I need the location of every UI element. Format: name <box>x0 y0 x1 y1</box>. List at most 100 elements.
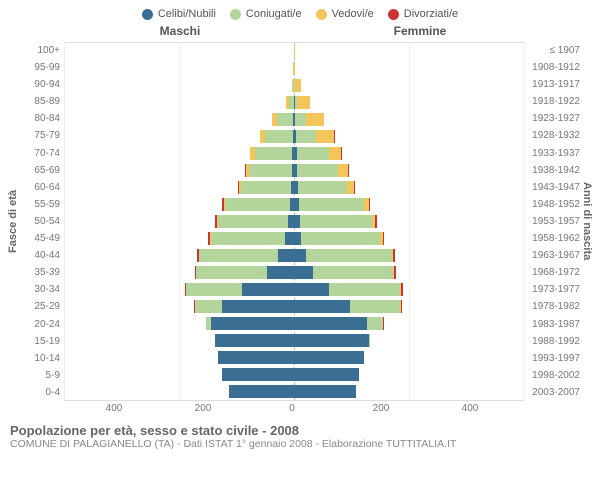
bar-segment <box>383 232 385 245</box>
bar-segment <box>294 62 295 75</box>
male-side <box>64 317 294 330</box>
year-label: 1923-1927 <box>524 110 580 127</box>
bar-row <box>64 349 524 366</box>
age-label: 80-84 <box>20 110 60 127</box>
x-tick: 400 <box>462 403 479 414</box>
female-side <box>294 130 524 143</box>
bar-segment <box>222 368 294 381</box>
bar-row <box>64 77 524 94</box>
year-label: 1963-1967 <box>524 247 580 264</box>
age-label: 90-94 <box>20 76 60 93</box>
bar-segment <box>394 266 396 279</box>
bar-segment <box>296 130 316 143</box>
year-label: 1913-1917 <box>524 76 580 93</box>
bar-segment <box>329 283 401 296</box>
bar-segment <box>229 385 294 398</box>
chart-title: Popolazione per età, sesso e stato civil… <box>10 423 590 438</box>
year-label: 1953-1957 <box>524 213 580 230</box>
bar-segment <box>225 198 290 211</box>
female-side <box>294 300 524 313</box>
year-label: 1943-1947 <box>524 179 580 196</box>
bar-segment <box>313 266 394 279</box>
bar-segment <box>299 198 364 211</box>
bar-segment <box>211 317 294 330</box>
bar-segment <box>277 113 293 126</box>
female-side <box>294 368 524 381</box>
bar-row <box>64 247 524 264</box>
age-label: 25-29 <box>20 298 60 315</box>
bar-segment <box>350 300 400 313</box>
year-label: 1908-1912 <box>524 59 580 76</box>
bar-segment <box>294 317 367 330</box>
legend-label: Vedovi/e <box>332 8 374 20</box>
bar-segment <box>348 164 349 177</box>
age-label: 95-99 <box>20 59 60 76</box>
bar-row <box>64 145 524 162</box>
age-label: 35-39 <box>20 264 60 281</box>
legend-label: Coniugati/e <box>246 8 302 20</box>
male-side <box>64 283 294 296</box>
bar-row <box>64 332 524 349</box>
female-side <box>294 334 524 347</box>
bar-segment <box>301 232 380 245</box>
male-side <box>64 181 294 194</box>
male-side <box>64 96 294 109</box>
bar-row <box>64 281 524 298</box>
bar-segment <box>222 300 294 313</box>
male-side <box>64 300 294 313</box>
year-label: 1993-1997 <box>524 350 580 367</box>
bar-segment <box>294 368 359 381</box>
male-side <box>64 45 294 58</box>
bar-segment <box>295 113 305 126</box>
female-side <box>294 62 524 75</box>
bar-segment <box>341 147 342 160</box>
age-label: 60-64 <box>20 179 60 196</box>
header-female: Femmine <box>300 24 540 38</box>
bar-segment <box>249 164 292 177</box>
male-side <box>64 79 294 92</box>
x-axis: 4002000200400 <box>0 403 600 417</box>
chart-subtitle: COMUNE DI PALAGIANELLO (TA) - Dati ISTAT… <box>10 438 590 450</box>
bar-segment <box>255 147 292 160</box>
legend-item: Coniugati/e <box>230 8 302 20</box>
birth-year-axis: ≤ 19071908-19121913-19171918-19221923-19… <box>524 42 580 401</box>
male-side <box>64 113 294 126</box>
male-side <box>64 351 294 364</box>
age-label: 30-34 <box>20 281 60 298</box>
age-label: 15-19 <box>20 333 60 350</box>
bar-segment <box>186 283 242 296</box>
female-side <box>294 249 524 262</box>
female-side <box>294 317 524 330</box>
bar-row <box>64 128 524 145</box>
column-headers: Maschi Femmine <box>0 24 600 42</box>
male-side <box>64 215 294 228</box>
legend-item: Vedovi/e <box>316 8 374 20</box>
bar-segment <box>294 385 356 398</box>
bar-row <box>64 94 524 111</box>
age-label: 5-9 <box>20 367 60 384</box>
age-label: 55-59 <box>20 196 60 213</box>
bar-segment <box>294 249 306 262</box>
legend-item: Divorziati/e <box>388 8 458 20</box>
female-side <box>294 147 524 160</box>
female-side <box>294 215 524 228</box>
bar-segment <box>294 45 295 58</box>
bar-segment <box>316 130 333 143</box>
bar-segment <box>196 266 266 279</box>
female-side <box>294 113 524 126</box>
x-ticks: 4002000200400 <box>114 403 470 417</box>
bar-segment <box>294 283 329 296</box>
bar-rows <box>64 43 524 400</box>
bar-segment <box>393 249 395 262</box>
year-label: 1988-1992 <box>524 333 580 350</box>
legend-swatch <box>388 9 399 20</box>
bar-segment <box>265 130 292 143</box>
age-label: 40-44 <box>20 247 60 264</box>
bar-segment <box>195 300 222 313</box>
bar-segment <box>294 232 301 245</box>
bar-segment <box>375 215 376 228</box>
bar-row <box>64 230 524 247</box>
male-side <box>64 147 294 160</box>
bar-row <box>64 179 524 196</box>
bar-segment <box>241 181 291 194</box>
